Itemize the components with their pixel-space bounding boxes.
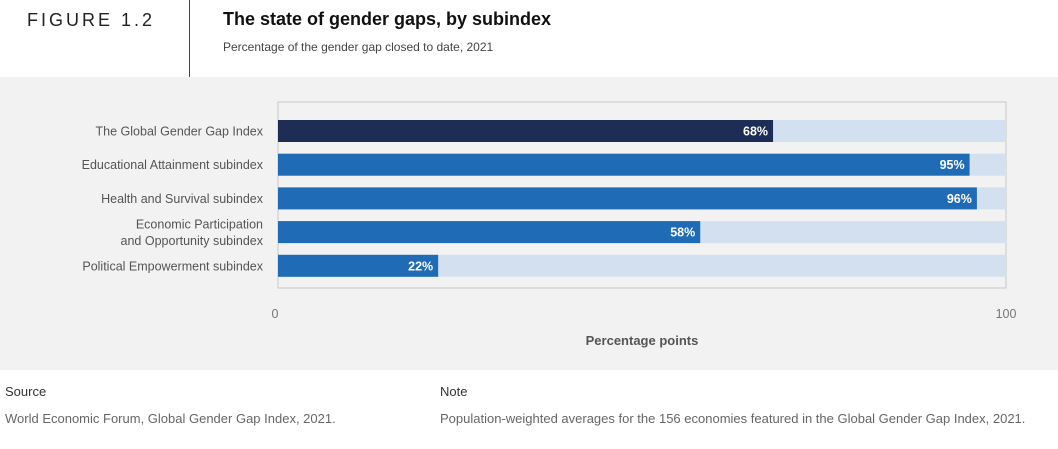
bar-track (278, 254, 1006, 277)
bar (278, 120, 774, 142)
x-axis-title: Percentage points (586, 333, 699, 348)
category-label: Economic Participation (136, 217, 263, 231)
category-label: and Opportunity subindex (121, 234, 264, 248)
bar-value-label: 96% (947, 192, 972, 206)
category-label: Health and Survival subindex (101, 192, 264, 206)
figure-label: FIGURE 1.2 (27, 10, 156, 30)
bar-value-label: 22% (408, 259, 433, 273)
bar (278, 187, 977, 210)
bar-value-label: 95% (940, 158, 965, 172)
chart-subtitle: Percentage of the gender gap closed to d… (223, 40, 494, 54)
bar-value-label: 68% (743, 125, 768, 139)
bar (278, 254, 439, 277)
x-tick-label: 0 (272, 307, 279, 321)
figure-header: FIGURE 1.2 The state of gender gaps, by … (0, 0, 1058, 77)
source-heading: Source (5, 384, 47, 399)
chart-title: The state of gender gaps, by subindex (223, 9, 552, 29)
figure-footer: Source World Economic Forum, Global Gend… (0, 370, 1058, 449)
header-divider (189, 0, 190, 77)
note-text: Population-weighted averages for the 156… (440, 411, 1026, 426)
note-heading: Note (440, 384, 468, 399)
category-label: Educational Attainment subindex (82, 158, 264, 172)
category-label: Political Empowerment subindex (82, 259, 263, 273)
bar-value-label: 58% (670, 226, 695, 240)
bar-chart: 68% The Global Gender Gap Index 95% Educati… (82, 101, 1017, 348)
bar (278, 221, 701, 244)
x-tick-label: 100 (996, 307, 1017, 321)
source-text: World Economic Forum, Global Gender Gap … (5, 411, 336, 426)
category-label: The Global Gender Gap Index (96, 125, 264, 139)
bar (278, 153, 970, 176)
chart-panel: 68% The Global Gender Gap Index 95% Educati… (0, 77, 1058, 370)
